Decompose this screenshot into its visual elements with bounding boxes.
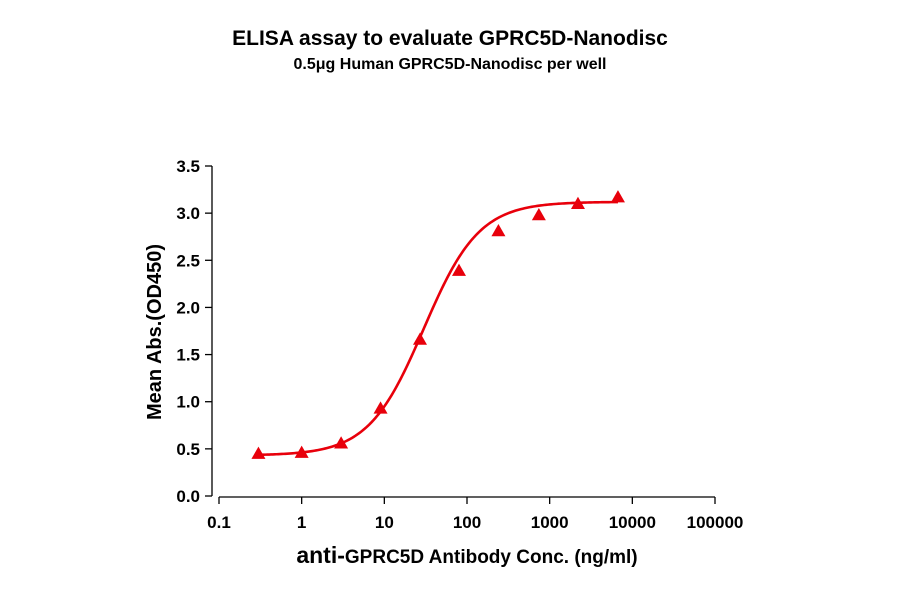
data-point: [531, 208, 546, 221]
x-axis-label-prefix: anti-: [296, 542, 345, 568]
data-point: [373, 401, 388, 414]
x-tick-label: 10: [375, 513, 394, 532]
data-points-group: [251, 190, 625, 459]
x-tick-label: 0.1: [207, 513, 231, 532]
data-point: [412, 332, 427, 345]
data-point: [294, 445, 309, 458]
data-point: [491, 224, 506, 237]
fit-curve: [258, 200, 618, 457]
y-tick-label: 2.5: [176, 251, 200, 270]
axes: 0.0 0.5 1.0 1.5 2.0 2.5 3.0 3.5 0.1 1 10 100 1000 100…: [176, 157, 743, 532]
y-axis-label: Mean Abs.(OD450): [144, 244, 166, 420]
chart-subtitle: 0.5μg Human GPRC5D-Nanodisc per well: [293, 56, 607, 73]
data-point: [251, 446, 266, 459]
y-tick-label: 3.5: [176, 157, 200, 176]
y-tick-label: 1.5: [176, 346, 200, 365]
x-axis-label: anti-GPRC5D Antibody Conc. (ng/ml): [296, 542, 637, 568]
data-point: [451, 263, 466, 276]
x-axis-label-main: GPRC5D Antibody Conc. (ng/ml): [345, 547, 638, 568]
y-tick-label: 0.5: [176, 440, 200, 459]
y-tick-label: 2.0: [176, 298, 200, 317]
data-point: [570, 196, 585, 209]
x-tick-label: 10000: [609, 513, 656, 532]
y-tick-label: 0.0: [176, 487, 200, 506]
y-tick-label: 3.0: [176, 204, 200, 223]
chart-title: ELISA assay to evaluate GPRC5D-Nanodisc: [232, 27, 668, 50]
x-tick-label: 100: [453, 513, 481, 532]
fit-curve-group: [258, 200, 618, 457]
y-tick-label: 1.0: [176, 393, 200, 412]
data-point: [334, 436, 349, 449]
data-point: [610, 190, 625, 203]
x-tick-label: 100000: [687, 513, 744, 532]
x-tick-label: 1000: [531, 513, 569, 532]
x-tick-label: 1: [297, 513, 306, 532]
